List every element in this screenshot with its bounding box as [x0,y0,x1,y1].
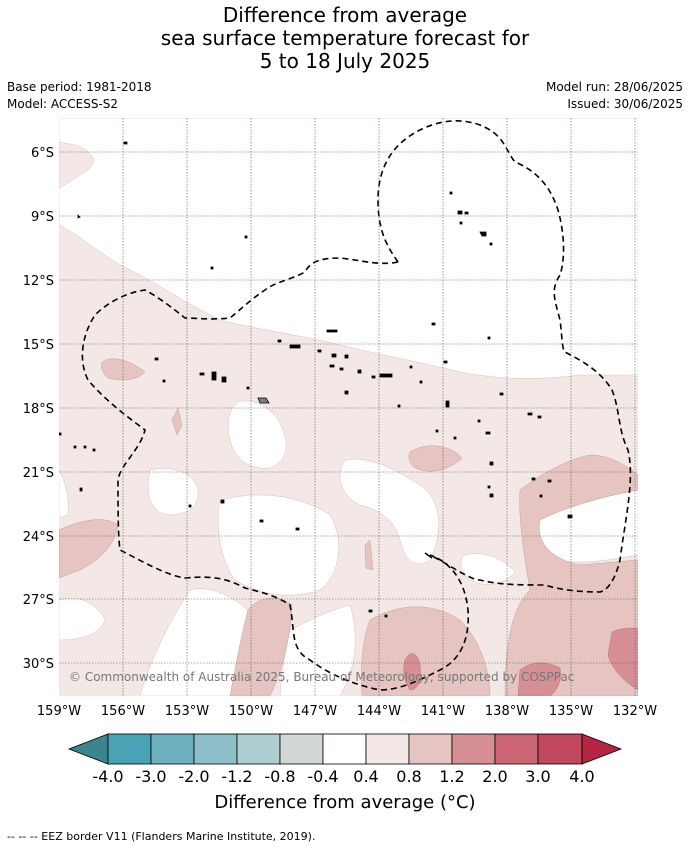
hot-patch-1 [607,627,638,691]
cb-tick-2: -2.0 [178,767,209,786]
neutral-region-north [59,118,638,379]
title-line-2: sea surface temperature forecast for [160,26,530,50]
warm-patch-3 [408,445,463,472]
lat-label-30s: 30°S [23,657,54,672]
eez-footer-note: -- -- -- EEZ border V11 (Flanders Marine… [7,830,316,843]
lon-label-156w: 156°W [101,704,145,719]
colorbar-segment-4 [236,733,281,765]
cb-tick-10: 3.0 [525,767,550,786]
colorbar-title: Difference from average (°C) [214,792,476,813]
lat-label-18s: 18°S [23,402,54,417]
colorbar-segment-7 [365,733,410,765]
sst-anomaly-field: © Commonwealth of Australia 2025, Bureau… [59,118,638,696]
pink-patch-north-west [59,141,94,189]
cb-tick-9: 2.0 [482,767,507,786]
cb-tick-5: -0.4 [307,767,338,786]
issued-date: Issued: 30/06/2025 [567,97,683,111]
lon-label-153w: 153°W [165,704,209,719]
model-run: Model run: 28/06/2025 [545,80,683,94]
neutral-hole-2 [147,468,199,516]
lon-label-132w: 132°W [613,704,657,719]
colorbar-segment-1 [107,733,152,765]
colorbar-segment-10 [494,733,539,765]
cb-tick-0: -4.0 [92,767,123,786]
colorbar-segment-9 [451,733,496,765]
warm-patch-6 [361,606,491,696]
hot-patch-2 [517,662,561,696]
lat-labels: 6°S 9°S 12°S 15°S 18°S 21°S 24°S 27°S 30… [23,146,54,672]
colorbar-segment-2 [150,733,195,765]
neutral-hole-9 [279,604,356,696]
neutral-hole-5 [460,553,516,585]
colorbar-extend-low [67,733,109,765]
warm-patch-2 [171,407,183,436]
cb-tick-7: 0.8 [396,767,421,786]
colorbar-tick-labels: -4.0 -3.0 -2.0 -1.2 -0.8 -0.4 0.4 0.8 1.… [92,767,594,786]
lon-label-159w: 159°W [37,704,81,719]
lat-label-12s: 12°S [23,274,54,289]
cb-tick-3: -1.2 [221,767,252,786]
model-name: Model: ACCESS-S2 [7,97,119,111]
cb-tick-8: 1.2 [439,767,464,786]
cb-tick-11: 4.0 [569,767,594,786]
lat-label-15s: 15°S [23,338,54,353]
neutral-hole-4 [217,494,339,596]
lon-label-135w: 135°W [549,704,593,719]
lat-label-6s: 6°S [31,146,54,161]
colorbar-segment-11 [537,733,583,765]
copyright-text: © Commonwealth of Australia 2025, Bureau… [69,670,574,684]
lon-label-141w: 141°W [421,704,465,719]
neutral-hole-1 [227,400,287,469]
eez-border-east [377,120,632,593]
lon-label-147w: 147°W [293,704,337,719]
cb-tick-6: 0.4 [353,767,378,786]
map-title: Difference from average sea surface temp… [0,4,690,73]
lon-labels: 159°W 156°W 153°W 150°W 147°W 144°W 141°… [37,704,657,719]
lon-label-150w: 150°W [229,704,273,719]
lat-label-27s: 27°S [23,593,54,608]
eez-border-west [81,257,470,691]
neutral-hole-10 [59,469,69,519]
colorbar-extend-high [581,733,623,765]
warm-patch-8 [364,539,374,571]
meta-right: Model run: 28/06/2025 Issued: 30/06/2025 [546,79,683,113]
eez-tick [424,552,433,559]
lon-label-138w: 138°W [485,704,529,719]
warm-patch-5 [504,454,638,696]
islands [59,141,573,618]
title-line-3: 5 to 18 July 2025 [259,49,431,73]
colorbar-segment-6 [322,733,367,765]
neutral-hole-7 [59,597,106,641]
lat-label-21s: 21°S [23,466,54,481]
cb-tick-4: -0.8 [264,767,295,786]
lat-label-24s: 24°S [23,530,54,545]
colorbar-segment-3 [193,733,238,765]
colorbar-segment-8 [408,733,453,765]
title-line-1: Difference from average [222,3,468,27]
lat-label-9s: 9°S [31,210,54,225]
warm-patch-1 [101,358,146,381]
graticule [59,118,638,696]
neutral-hole-3 [339,458,439,565]
colorbar [67,733,623,765]
lon-label-144w: 144°W [357,704,401,719]
meta-left: Base period: 1981-2018 Model: ACCESS-S2 [7,79,152,113]
base-period: Base period: 1981-2018 [7,80,152,94]
cb-tick-1: -3.0 [135,767,166,786]
warm-patch-7 [229,597,293,696]
colorbar-segment-5 [279,733,324,765]
